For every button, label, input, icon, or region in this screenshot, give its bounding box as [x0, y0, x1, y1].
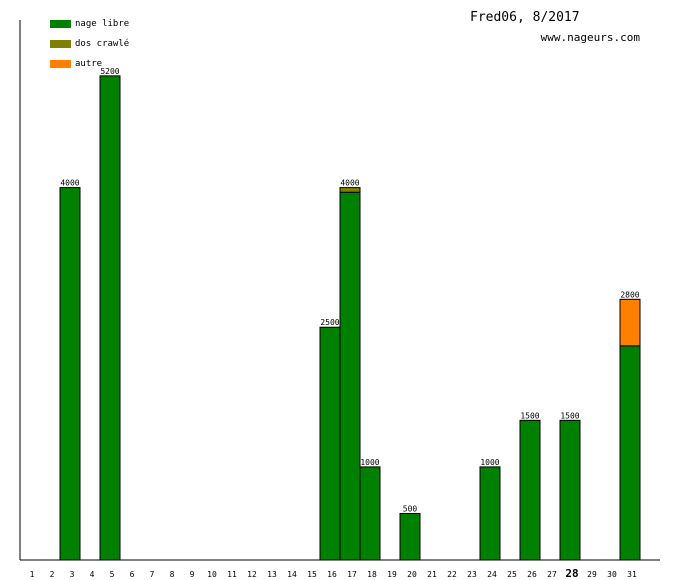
x-tick-label-18: 18	[367, 570, 377, 579]
x-tick-label-23: 23	[467, 570, 477, 579]
x-tick-label-15: 15	[307, 570, 317, 579]
bar-day-31-nage-libre	[619, 345, 641, 561]
bar-day-28-nage-libre	[559, 419, 581, 561]
x-tick-label-16: 16	[327, 570, 337, 579]
bar-day-20-nage-libre	[399, 512, 421, 561]
value-label-day-16: 2500	[320, 318, 339, 327]
x-tick-label-6: 6	[130, 570, 135, 579]
site-url: www.nageurs.com	[540, 31, 640, 44]
x-tick-label-14: 14	[287, 570, 297, 579]
x-tick-label-10: 10	[207, 570, 217, 579]
value-label-day-17: 4000	[340, 179, 359, 188]
bar-day-5-nage-libre	[99, 75, 121, 561]
bar-day-18-nage-libre	[359, 466, 381, 561]
value-label-day-20: 500	[403, 504, 418, 513]
x-tick-label-28: 28	[565, 567, 578, 580]
x-tick-label-12: 12	[247, 570, 257, 579]
x-tick-label-27: 27	[547, 570, 557, 579]
x-tick-label-19: 19	[387, 570, 397, 579]
x-tick-label-21: 21	[427, 570, 437, 579]
bar-day-17-nage-libre	[339, 191, 361, 561]
x-tick-label-3: 3	[70, 570, 75, 579]
value-label-day-31: 2800	[620, 290, 639, 299]
x-tick-label-1: 1	[30, 570, 35, 579]
x-tick-label-5: 5	[110, 570, 115, 579]
bar-day-17-dos-crawlé	[339, 187, 361, 193]
x-tick-label-11: 11	[227, 570, 237, 579]
value-label-day-18: 1000	[360, 458, 379, 467]
value-label-day-3: 4000	[60, 179, 79, 188]
x-tick-label-25: 25	[507, 570, 517, 579]
x-tick-label-8: 8	[170, 570, 175, 579]
x-tick-label-31: 31	[627, 570, 637, 579]
bar-day-26-nage-libre	[519, 419, 541, 561]
bar-day-24-nage-libre	[479, 466, 501, 561]
x-tick-label-20: 20	[407, 570, 417, 579]
x-tick-labels: 1 2 3 4 5 6 7 8 9 10 11 12 13 14 15 16 17 18 19 20 21 22 23 24 2…	[30, 567, 637, 580]
value-label-day-5: 5200	[100, 67, 119, 76]
x-tick-label-7: 7	[150, 570, 155, 579]
value-label-day-26: 1500	[520, 411, 539, 420]
legend-label: dos crawlé	[75, 39, 130, 49]
bars	[59, 75, 641, 561]
legend: nage libre dos crawlé autre	[50, 14, 129, 74]
x-tick-label-29: 29	[587, 570, 597, 579]
legend-item-nage-libre: nage libre	[50, 14, 129, 34]
chart-title: Fred06, 8/2017	[470, 10, 580, 25]
x-tick-label-24: 24	[487, 570, 497, 579]
legend-label: autre	[75, 59, 103, 69]
bar-day-16-nage-libre	[319, 326, 341, 561]
x-tick-label-30: 30	[607, 570, 617, 579]
x-tick-label-13: 13	[267, 570, 277, 579]
legend-item-dos-crawle: dos crawlé	[50, 34, 129, 54]
legend-label: nage libre	[75, 19, 130, 29]
bar-day-31-autre	[619, 298, 641, 347]
x-tick-label-17: 17	[347, 570, 357, 579]
x-tick-label-26: 26	[527, 570, 537, 579]
legend-swatch	[50, 40, 71, 48]
value-labels: 4000 5200 2500 4000 1000 500 1000 1500 1500 2800	[60, 67, 639, 514]
bar-day-3-nage-libre	[59, 187, 81, 561]
x-tick-label-2: 2	[50, 570, 55, 579]
legend-item-autre: autre	[50, 54, 129, 74]
legend-swatch	[50, 60, 71, 68]
value-label-day-24: 1000	[480, 458, 499, 467]
x-tick-label-4: 4	[90, 570, 95, 579]
legend-swatch	[50, 20, 71, 28]
x-tick-label-9: 9	[190, 570, 195, 579]
value-label-day-28: 1500	[560, 411, 579, 420]
x-tick-label-22: 22	[447, 570, 457, 579]
